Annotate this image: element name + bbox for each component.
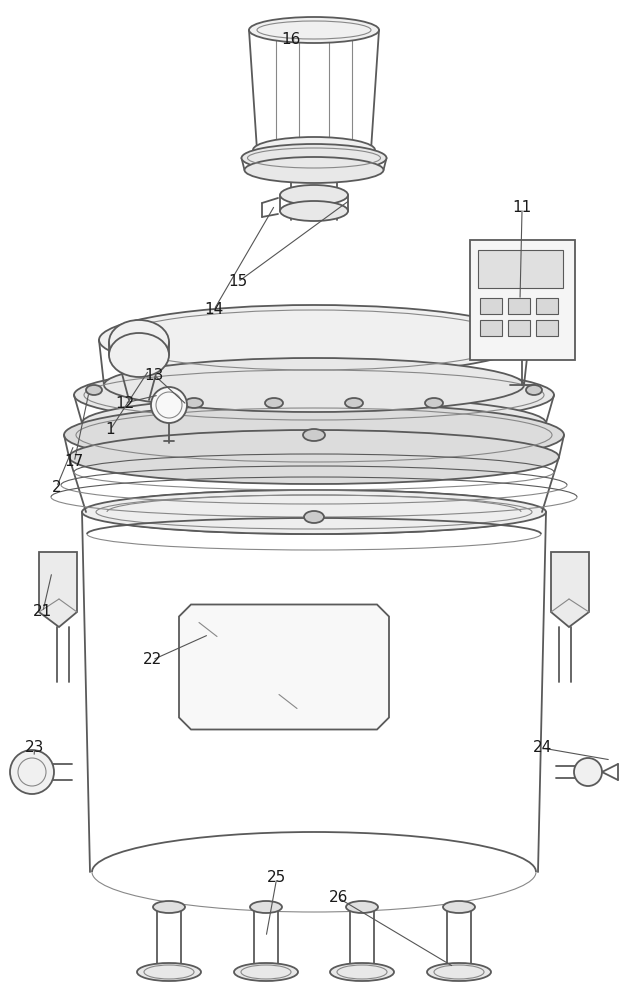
Text: 22: 22 — [143, 652, 162, 668]
Ellipse shape — [526, 385, 542, 395]
Bar — [478, 250, 563, 288]
Text: 14: 14 — [204, 302, 223, 318]
Ellipse shape — [303, 429, 325, 441]
Text: 21: 21 — [33, 604, 52, 619]
Ellipse shape — [69, 430, 559, 484]
Ellipse shape — [82, 490, 546, 534]
Polygon shape — [39, 552, 77, 627]
Text: 17: 17 — [65, 454, 84, 470]
Ellipse shape — [82, 396, 546, 450]
Ellipse shape — [109, 320, 169, 364]
Ellipse shape — [345, 398, 363, 408]
Text: 25: 25 — [267, 870, 286, 886]
Ellipse shape — [280, 201, 348, 221]
Text: 2: 2 — [52, 480, 62, 494]
Ellipse shape — [153, 901, 185, 913]
Ellipse shape — [151, 387, 187, 423]
Bar — [480, 320, 502, 336]
Ellipse shape — [249, 17, 379, 43]
Ellipse shape — [265, 398, 283, 408]
Text: 11: 11 — [513, 200, 532, 216]
Ellipse shape — [250, 901, 282, 913]
Polygon shape — [551, 552, 589, 627]
Ellipse shape — [10, 750, 54, 794]
Polygon shape — [179, 604, 389, 730]
Ellipse shape — [425, 398, 443, 408]
Text: 1: 1 — [105, 422, 115, 438]
Bar — [470, 240, 575, 360]
Ellipse shape — [109, 333, 169, 377]
Text: 13: 13 — [145, 367, 164, 382]
Text: 12: 12 — [115, 395, 134, 410]
Bar — [508, 320, 530, 336]
Text: 23: 23 — [25, 740, 44, 756]
Ellipse shape — [242, 144, 386, 172]
Ellipse shape — [443, 901, 475, 913]
Ellipse shape — [330, 963, 394, 981]
Ellipse shape — [304, 511, 324, 523]
Ellipse shape — [574, 758, 602, 786]
Bar — [508, 298, 530, 314]
Ellipse shape — [234, 963, 298, 981]
Bar — [536, 298, 558, 314]
Text: 24: 24 — [533, 740, 552, 756]
Ellipse shape — [64, 403, 564, 467]
Text: 15: 15 — [228, 274, 247, 290]
Ellipse shape — [346, 901, 378, 913]
Bar — [536, 320, 558, 336]
Bar — [480, 298, 502, 314]
Ellipse shape — [245, 157, 384, 183]
Ellipse shape — [74, 365, 554, 425]
Ellipse shape — [280, 185, 348, 205]
Text: 16: 16 — [281, 32, 300, 47]
Ellipse shape — [137, 963, 201, 981]
Ellipse shape — [86, 385, 102, 395]
Ellipse shape — [86, 490, 542, 534]
Ellipse shape — [99, 305, 529, 375]
Ellipse shape — [427, 963, 491, 981]
Text: 26: 26 — [329, 890, 348, 906]
Ellipse shape — [253, 137, 375, 163]
Ellipse shape — [104, 358, 524, 412]
Ellipse shape — [185, 398, 203, 408]
